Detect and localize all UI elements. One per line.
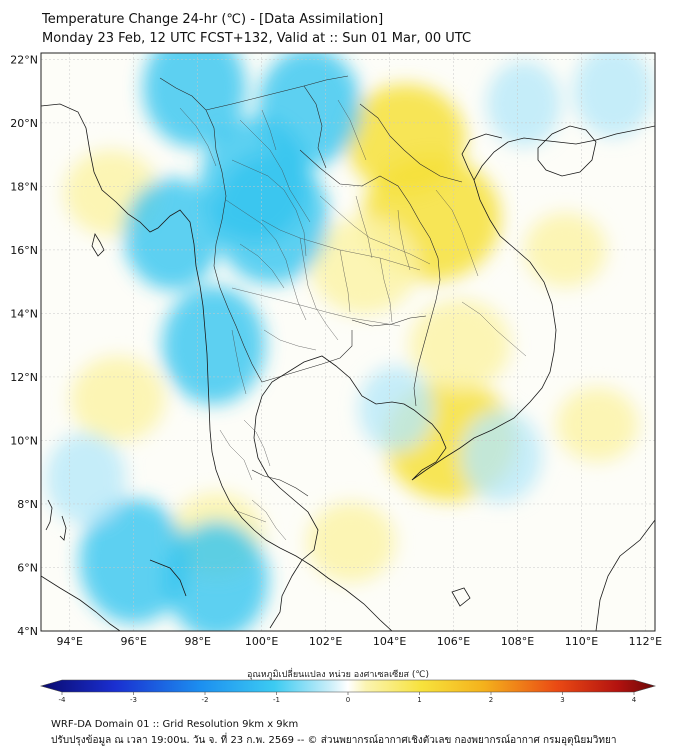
longitude-labels: 94°E 96°E 98°E 100°E 102°E 104°E 106°E 108°E 110…: [57, 635, 663, 648]
colorbar-tick-label: 3: [560, 696, 564, 704]
graticule: [41, 53, 655, 631]
map-subtitle: Monday 23 Feb, 12 UTC FCST+132, Valid at…: [42, 31, 472, 46]
warm-anomaly-7: [307, 502, 396, 583]
cool-anomaly-3: [258, 53, 362, 167]
warm-anomaly-8: [409, 299, 511, 391]
lat-label: 20°N: [10, 117, 38, 130]
lat-label: 12°N: [10, 371, 38, 384]
colorbar-tick-label: -1: [273, 696, 280, 704]
lat-label: 18°N: [10, 180, 38, 193]
warm-anomaly-6: [70, 356, 165, 443]
cool-anomaly-11: [461, 410, 542, 503]
map-title: Temperature Change 24-hr (℃) - [Data Ass…: [42, 12, 384, 27]
colorbar-tick-label: 0: [346, 696, 350, 704]
borders: [159, 75, 463, 497]
coastlines: [41, 103, 655, 631]
lon-label: 106°E: [437, 635, 470, 648]
colorbar-tick-label: 2: [489, 696, 493, 704]
cool-anomaly-7: [165, 520, 269, 631]
cool-anomaly-10: [486, 61, 561, 147]
map-frame: [40, 52, 656, 632]
colorbar-bar: [39, 679, 657, 693]
colorbar-tick-label: 1: [417, 696, 421, 704]
lon-label: 108°E: [501, 635, 534, 648]
cool-anomaly-0: [143, 53, 246, 148]
colorbar-tick-label: -3: [130, 696, 137, 704]
cool-anomaly-5: [162, 285, 266, 405]
cool-anomaly-4: [123, 178, 221, 290]
lat-label: 10°N: [10, 434, 38, 447]
colorbar-label: อุณหภูมิเปลี่ยนแปลง หน่วย องศาเซลเซียส (…: [246, 670, 430, 680]
colorbar-tick-label: -4: [59, 696, 67, 704]
lon-label: 104°E: [373, 635, 406, 648]
cool-anomaly-8: [45, 432, 126, 525]
cool-anomaly-12: [358, 366, 434, 452]
warm-anomaly-9: [556, 387, 639, 462]
cool-anomaly-9: [573, 53, 654, 138]
lat-label: 22°N: [10, 53, 38, 66]
lat-label: 8°N: [17, 498, 38, 511]
temperature-field: [41, 53, 655, 631]
latitude-labels: 22°N 20°N 18°N 16°N 14°N 12°N 10°N 8°N 6°N 4°N: [10, 53, 38, 638]
lon-label: 100°E: [245, 635, 278, 648]
colorbar-tick-label: -2: [202, 696, 209, 704]
lon-label: 102°E: [309, 635, 342, 648]
lon-label: 94°E: [57, 635, 83, 648]
cool-anomaly-2: [214, 152, 329, 284]
lon-label: 98°E: [184, 635, 210, 648]
provinces: [179, 99, 527, 541]
lat-label: 14°N: [10, 307, 38, 320]
lon-label: 96°E: [121, 635, 147, 648]
colorbar: -4 -3 -2 -1 0 1 2 3 4: [39, 679, 657, 704]
field-blobs: [45, 53, 654, 631]
lon-label: 110°E: [565, 635, 598, 648]
lon-label: 112°E: [629, 635, 662, 648]
footer-model-info: WRF-DA Domain 01 :: Grid Resolution 9km …: [51, 719, 299, 730]
lat-label: 16°N: [10, 244, 38, 257]
warm-anomaly-2: [310, 217, 418, 315]
footer-credit: ปรับปรุงข้อมูล ณ เวลา 19:00น. วัน จ. ที่…: [51, 735, 617, 746]
colorbar-tick-label: 4: [632, 696, 637, 704]
lat-label: 4°N: [17, 625, 38, 638]
warm-anomaly-1: [345, 84, 466, 194]
lat-label: 6°N: [17, 561, 38, 574]
colorbar-ticks: -4 -3 -2 -1 0 1 2 3 4: [59, 692, 637, 704]
